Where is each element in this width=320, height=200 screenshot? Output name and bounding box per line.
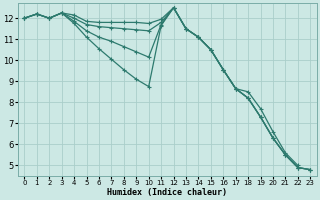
X-axis label: Humidex (Indice chaleur): Humidex (Indice chaleur) <box>107 188 227 197</box>
